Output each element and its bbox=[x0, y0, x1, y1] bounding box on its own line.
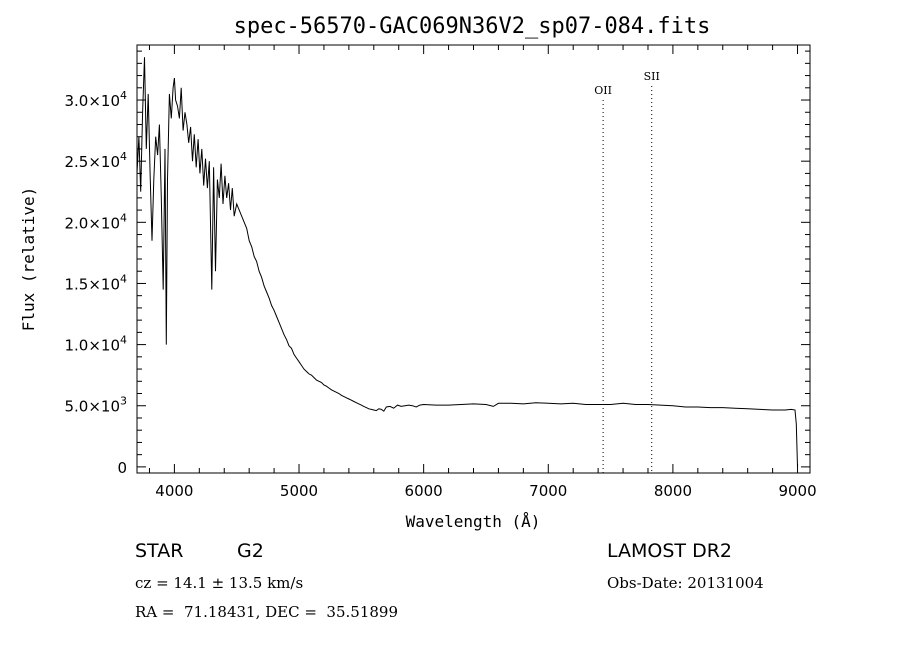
coordinates: RA = 71.18431, DEC = 35.51899 bbox=[135, 603, 399, 621]
y-tick-label: 1.5×104 bbox=[64, 272, 127, 293]
y-tick-label: 1.0×104 bbox=[64, 334, 127, 355]
y-tick-label: 2.5×104 bbox=[64, 150, 127, 171]
spectrum-line bbox=[136, 57, 798, 467]
x-tick-label: 8000 bbox=[654, 482, 692, 500]
y-tick-label: 5.0×103 bbox=[64, 395, 127, 416]
x-tick-label: 6000 bbox=[405, 482, 443, 500]
x-tick-label: 9000 bbox=[778, 482, 816, 500]
plot-frame bbox=[136, 44, 811, 474]
y-axis-ticks: 0 5.0×103 1.0×104 1.5×104 2.0×104 2.5×104 3.0×… bbox=[64, 50, 810, 477]
line-marker-label: SII bbox=[644, 70, 660, 83]
y-tick-label: 3.0×104 bbox=[64, 89, 127, 110]
y-tick-label: 2.0×104 bbox=[64, 211, 127, 232]
y-axis-label: Flux (relative) bbox=[19, 187, 38, 332]
x-axis-ticks: 4000 5000 6000 7000 8000 9000 bbox=[148, 45, 817, 500]
x-tick-label: 7000 bbox=[529, 482, 567, 500]
y-tick-label: 0 bbox=[117, 459, 127, 477]
chart-title: spec-56570-GAC069N36V2_sp07-084.fits bbox=[234, 14, 711, 39]
x-axis-label: Wavelength (Å) bbox=[406, 512, 541, 531]
line-marker-label: OII bbox=[594, 84, 612, 97]
survey-name: LAMOST DR2 bbox=[607, 540, 732, 562]
x-tick-label: 5000 bbox=[280, 482, 318, 500]
redshift-velocity: cz = 14.1 ± 13.5 km/s bbox=[135, 574, 304, 592]
emission-line-markers: OII SII bbox=[594, 70, 660, 473]
object-class: STAR bbox=[135, 540, 184, 562]
spectral-subclass: G2 bbox=[237, 540, 264, 562]
observation-date: Obs-Date: 20131004 bbox=[607, 574, 764, 592]
x-tick-label: 4000 bbox=[155, 482, 193, 500]
